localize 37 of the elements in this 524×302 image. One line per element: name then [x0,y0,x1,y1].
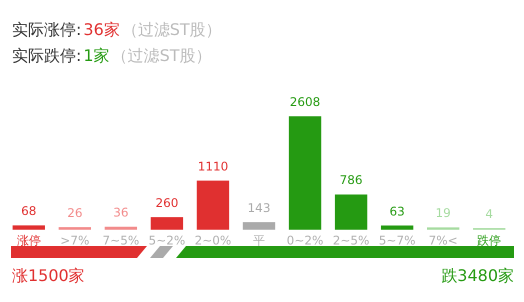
x-tick-label: 跌停 [477,234,502,248]
data-label: 36 [113,205,129,220]
bar [380,226,414,230]
data-label: 19 [436,206,451,220]
x-tick-label: 0~2% [286,234,324,248]
data-label: 4 [485,206,494,221]
data-label: 260 [155,196,178,210]
x-tick-label: 2~0% [194,234,232,248]
data-label: 143 [248,200,270,215]
data-label: 2608 [290,95,320,109]
text: 实际跌停: [12,46,82,65]
x-tick-label: 涨停 [16,234,41,248]
text: （过滤ST股） [122,20,222,39]
data-label: 26 [67,206,82,220]
data-label: 68 [21,204,36,218]
text: 涨1500家 [12,266,85,287]
bar [288,116,322,230]
text: （过滤ST股） [112,46,212,65]
bar [12,225,45,230]
data-label: 1110 [198,159,228,174]
text: 实际涨停: [12,20,82,39]
x-tick-label: 5~7% [378,234,416,248]
data-label: 63 [389,204,405,218]
data-label: 786 [340,173,363,188]
bar [242,222,276,230]
text: 1家 [83,46,110,65]
text: 跌3480家 [441,266,514,287]
bar [334,194,368,230]
x-tick-label: 5~2% [148,234,186,248]
x-tick-label: 7%< [428,234,458,248]
x-tick-label: 平 [253,234,265,248]
bar [196,180,230,230]
bar [150,217,184,230]
x-tick-label: 2~5% [332,234,370,248]
text: 36家 [83,20,120,39]
x-tick-label: 7~5% [102,234,140,248]
x-tick-label: >7% [60,234,90,248]
